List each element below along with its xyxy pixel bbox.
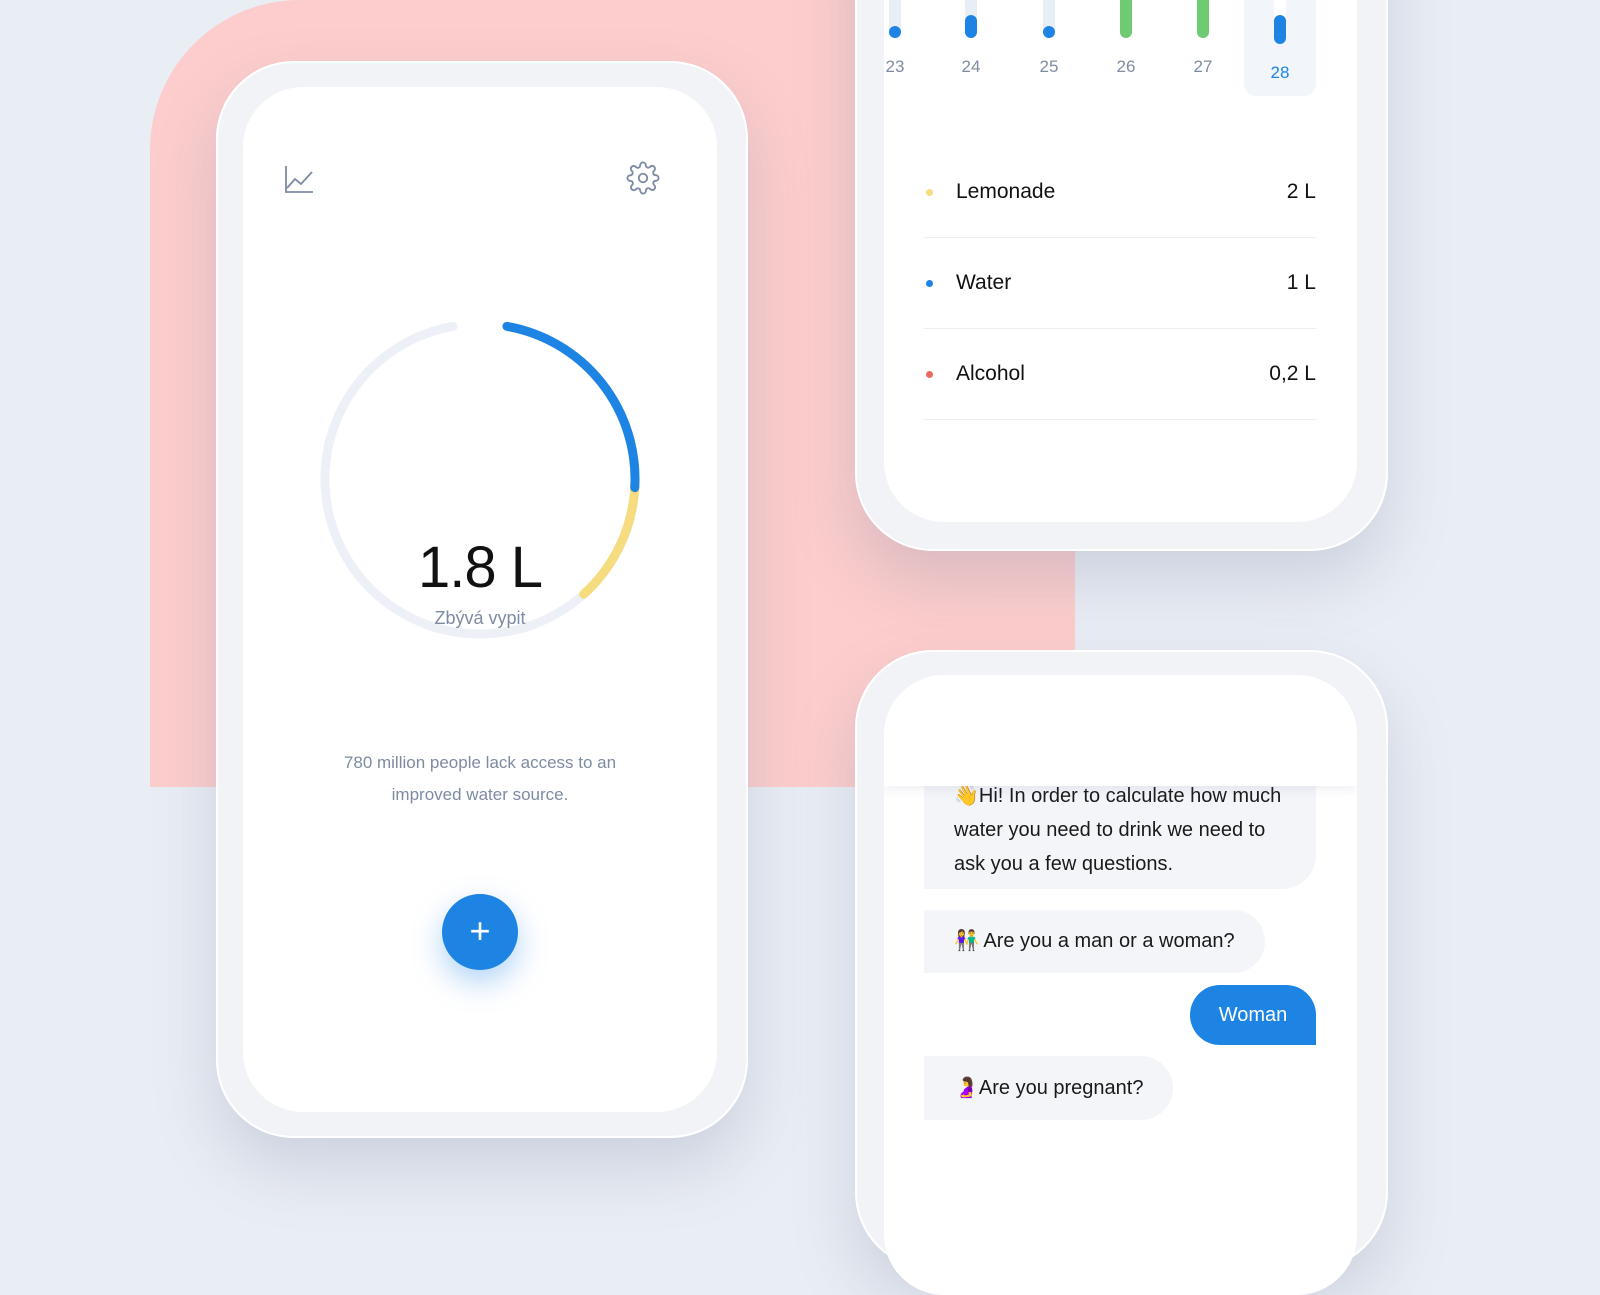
phone-chat: 👋Hi! In order to calculate how much wate…	[855, 650, 1388, 1295]
couple-icon: 👫	[954, 930, 979, 952]
drink-row[interactable]: Lemonade 2 L	[924, 147, 1316, 238]
progress-ring	[320, 321, 640, 639]
gear-icon[interactable]	[623, 158, 663, 198]
day-chart: 23 24 25 26 27 28	[884, 0, 1357, 96]
day-column[interactable]: 28	[1244, 0, 1316, 96]
day-bar-fill	[965, 15, 977, 38]
day-label: 23	[885, 57, 905, 76]
drink-name: Water	[956, 271, 1012, 294]
drink-color-dot	[926, 371, 933, 378]
bot-message-pregnant: 🤰Are you pregnant?	[924, 1056, 1174, 1120]
day-label: 25	[1039, 57, 1059, 76]
history-screen: 23 24 25 26 27 28 Lemonade 2 L Water 1 L Alcohol 0…	[884, 0, 1357, 522]
chat-screen: 👋Hi! In order to calculate how much wate…	[884, 675, 1357, 1295]
day-label: 24	[961, 57, 981, 76]
day-label: 27	[1193, 57, 1213, 76]
drink-row[interactable]: Alcohol 0,2 L	[924, 329, 1316, 420]
drink-color-dot	[926, 280, 933, 287]
day-column[interactable]: 24	[941, 0, 1001, 96]
day-column[interactable]: 25	[1019, 0, 1079, 96]
fact-line-1: 780 million people lack access to an	[343, 753, 617, 772]
phone-home: 1.8 L Zbývá vypit 780 million people lac…	[216, 61, 748, 1138]
drink-amount: 2 L	[1286, 180, 1316, 203]
drink-name: Alcohol	[956, 362, 1025, 385]
ring-water-segment	[502, 321, 640, 493]
phone-history: 23 24 25 26 27 28 Lemonade 2 L Water 1 L Alcohol 0…	[855, 0, 1388, 551]
day-label: 26	[1116, 57, 1136, 76]
user-reply-woman[interactable]: Woman	[1190, 985, 1316, 1045]
ring-lemonade-segment	[579, 477, 640, 599]
line-chart-icon[interactable]	[279, 159, 319, 199]
home-screen: 1.8 L Zbývá vypit 780 million people lac…	[243, 87, 717, 1112]
fact-line-2: improved water source.	[391, 785, 569, 804]
day-bar-fill	[1274, 15, 1286, 44]
day-bar-fill	[889, 26, 901, 38]
day-bar-fill	[1197, 0, 1209, 38]
remaining-amount: 1.8 L	[418, 535, 543, 600]
remaining-label: Zbývá vypit	[434, 608, 526, 628]
drink-row[interactable]: Water 1 L	[924, 238, 1316, 329]
chat-header	[884, 675, 1357, 786]
bot-message-intro: 👋Hi! In order to calculate how much wate…	[924, 767, 1316, 889]
drink-amount: 0,2 L	[1269, 362, 1316, 385]
day-column[interactable]: 23	[884, 0, 925, 96]
drink-name: Lemonade	[956, 180, 1056, 203]
day-bar-fill	[1043, 26, 1055, 38]
day-column[interactable]: 26	[1096, 0, 1156, 96]
pregnant-woman-icon: 🤰	[954, 1077, 979, 1099]
waving-hand-icon: 👋	[954, 785, 979, 807]
drink-amount: 1 L	[1286, 271, 1316, 294]
day-label: 28	[1270, 63, 1290, 82]
day-bar-fill	[1120, 0, 1132, 38]
day-column[interactable]: 27	[1173, 0, 1233, 96]
bot-message-gender: 👫 Are you a man or a woman?	[924, 910, 1265, 973]
drink-color-dot	[926, 189, 933, 196]
add-drink-button[interactable]: +	[442, 894, 518, 970]
